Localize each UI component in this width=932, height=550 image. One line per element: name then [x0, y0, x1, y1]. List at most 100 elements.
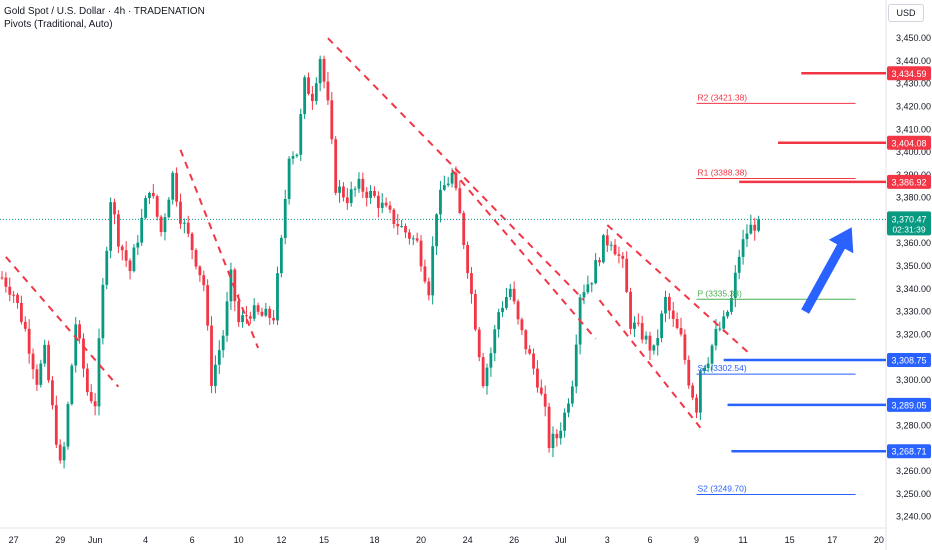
candle-body[interactable] — [206, 285, 210, 326]
candle-body[interactable] — [252, 305, 256, 319]
candle-body[interactable] — [493, 329, 497, 354]
candle-body[interactable] — [664, 296, 667, 314]
candle-body[interactable] — [652, 345, 656, 351]
candle-body[interactable] — [136, 242, 140, 248]
candle-body[interactable] — [163, 217, 167, 233]
candle-body[interactable] — [497, 312, 501, 330]
candle-body[interactable] — [586, 284, 590, 293]
candle-body[interactable] — [411, 238, 415, 240]
candle-body[interactable] — [602, 235, 605, 263]
candle-body[interactable] — [598, 260, 601, 263]
candle-body[interactable] — [415, 238, 419, 241]
trendline[interactable] — [5, 256, 120, 388]
candle-body[interactable] — [520, 319, 524, 331]
candle-body[interactable] — [365, 191, 369, 198]
candle-body[interactable] — [679, 327, 683, 335]
candle-body[interactable] — [272, 317, 275, 321]
candle-body[interactable] — [31, 353, 35, 370]
candle-body[interactable] — [404, 226, 407, 233]
candle-body[interactable] — [233, 269, 237, 302]
candle-body[interactable] — [400, 226, 404, 228]
candle-body[interactable] — [268, 308, 272, 318]
candle-body[interactable] — [334, 139, 338, 193]
candle-body[interactable] — [629, 291, 632, 329]
candle-body[interactable] — [171, 172, 175, 200]
candle-body[interactable] — [97, 338, 101, 407]
candle-body[interactable] — [567, 403, 570, 413]
candle-body[interactable] — [345, 197, 349, 204]
trendline[interactable] — [327, 37, 585, 301]
candle-body[interactable] — [202, 275, 206, 286]
candle-body[interactable] — [16, 294, 19, 303]
candle-body[interactable] — [730, 297, 733, 312]
candle-body[interactable] — [408, 232, 411, 239]
candle-body[interactable] — [625, 258, 629, 292]
candle-body[interactable] — [291, 156, 295, 159]
candle-body[interactable] — [722, 316, 726, 329]
candle-body[interactable] — [675, 318, 679, 328]
candle-body[interactable] — [605, 235, 609, 246]
candle-body[interactable] — [741, 239, 745, 257]
candle-body[interactable] — [66, 404, 70, 447]
candle-body[interactable] — [43, 344, 47, 364]
candle-body[interactable] — [396, 223, 400, 227]
resistance-price-tag[interactable] — [887, 135, 931, 150]
candle-body[interactable] — [167, 199, 171, 218]
candle-body[interactable] — [423, 266, 427, 282]
candle-body[interactable] — [384, 202, 388, 206]
candle-body[interactable] — [594, 260, 598, 284]
candle-body[interactable] — [621, 255, 625, 259]
candle-body[interactable] — [256, 305, 260, 312]
candle-body[interactable] — [532, 353, 535, 369]
resistance-price-tag[interactable] — [887, 66, 931, 81]
candle-body[interactable] — [194, 250, 198, 267]
candle-body[interactable] — [299, 114, 303, 155]
candle-body[interactable] — [547, 406, 551, 449]
candle-body[interactable] — [466, 245, 469, 274]
candle-body[interactable] — [39, 363, 43, 385]
candle-body[interactable] — [303, 77, 307, 115]
support-price-tag[interactable] — [887, 444, 931, 459]
trendline[interactable] — [451, 169, 597, 340]
candle-body[interactable] — [458, 188, 462, 213]
candle-body[interactable] — [113, 202, 116, 215]
candle-body[interactable] — [287, 158, 291, 199]
candle-body[interactable] — [574, 344, 578, 387]
candle-body[interactable] — [726, 311, 729, 317]
candle-body[interactable] — [536, 368, 539, 388]
candle-body[interactable] — [633, 322, 636, 329]
candle-body[interactable] — [237, 301, 241, 323]
candle-body[interactable] — [4, 277, 8, 287]
candle-body[interactable] — [128, 260, 132, 272]
support-price-tag[interactable] — [887, 352, 931, 367]
candle-body[interactable] — [508, 288, 512, 298]
candle-body[interactable] — [733, 272, 737, 298]
candle-body[interactable] — [47, 344, 50, 381]
candle-body[interactable] — [745, 233, 749, 240]
candle-body[interactable] — [229, 269, 233, 302]
candle-body[interactable] — [757, 219, 760, 231]
candle-body[interactable] — [373, 190, 376, 196]
candle-body[interactable] — [570, 386, 574, 404]
candle-body[interactable] — [582, 292, 586, 298]
current-price-tag[interactable] — [887, 211, 931, 236]
candle-body[interactable] — [85, 368, 89, 393]
candle-body[interactable] — [12, 294, 16, 296]
candle-body[interactable] — [489, 353, 493, 368]
candle-body[interactable] — [481, 357, 485, 387]
candle-body[interactable] — [210, 325, 213, 386]
candle-body[interactable] — [198, 266, 202, 276]
candle-body[interactable] — [58, 444, 62, 461]
candle-body[interactable] — [338, 186, 341, 193]
candle-body[interactable] — [439, 189, 442, 215]
candle-body[interactable] — [248, 316, 252, 319]
candle-body[interactable] — [182, 222, 186, 224]
candle-body[interactable] — [74, 324, 78, 366]
candle-body[interactable] — [714, 328, 718, 346]
candle-body[interactable] — [477, 329, 481, 358]
trendline[interactable] — [598, 299, 702, 429]
candle-body[interactable] — [314, 83, 318, 102]
candle-body[interactable] — [516, 301, 520, 320]
